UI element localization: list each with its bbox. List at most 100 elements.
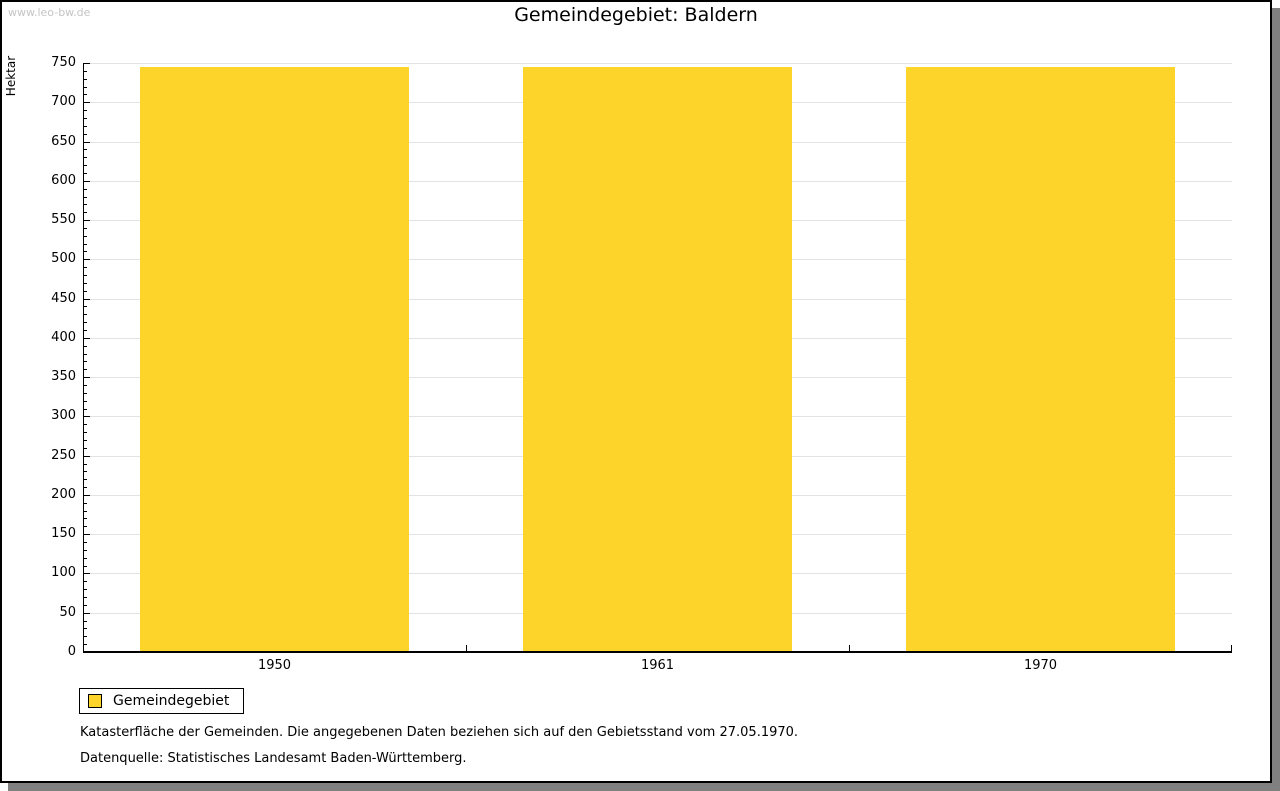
y-minor-tick xyxy=(83,149,87,151)
y-major-tick xyxy=(83,298,90,300)
y-tick-label: 450 xyxy=(51,290,76,306)
y-minor-tick xyxy=(83,172,87,174)
y-minor-tick xyxy=(83,526,87,528)
legend-label: Gemeindegebiet xyxy=(113,693,230,709)
y-minor-tick xyxy=(83,235,87,237)
bar-1961 xyxy=(523,66,792,652)
y-major-tick xyxy=(83,259,90,261)
y-tick-label: 500 xyxy=(51,251,76,267)
y-minor-tick xyxy=(83,636,87,638)
y-minor-tick xyxy=(83,479,87,481)
y-minor-tick xyxy=(83,628,87,630)
y-tick-label: 200 xyxy=(51,486,76,502)
y-minor-tick xyxy=(83,384,87,386)
y-minor-tick xyxy=(83,133,87,135)
y-minor-tick xyxy=(83,424,87,426)
y-axis-line xyxy=(83,63,84,653)
x-axis-end-tick xyxy=(1231,645,1232,652)
bar-1950 xyxy=(140,66,409,652)
y-minor-tick xyxy=(83,78,87,80)
y-minor-tick xyxy=(83,604,87,606)
y-major-tick xyxy=(83,573,90,575)
y-minor-tick xyxy=(83,597,87,599)
y-minor-tick xyxy=(83,502,87,504)
y-tick-label: 250 xyxy=(51,447,76,463)
legend-swatch xyxy=(88,694,102,708)
y-minor-tick xyxy=(83,439,87,441)
y-minor-tick xyxy=(83,542,87,544)
y-minor-tick xyxy=(83,392,87,394)
chart-title: Gemeindegebiet: Baldern xyxy=(514,4,758,26)
y-minor-tick xyxy=(83,557,87,559)
y-minor-tick xyxy=(83,447,87,449)
y-minor-tick xyxy=(83,306,87,308)
y-major-tick xyxy=(83,455,90,457)
footnote-source-note: Katasterfläche der Gemeinden. Die angege… xyxy=(80,725,799,740)
y-tick-label: 0 xyxy=(67,644,76,659)
bar-1970 xyxy=(906,66,1175,652)
y-minor-tick xyxy=(83,110,87,112)
y-minor-tick xyxy=(83,251,87,253)
y-minor-tick xyxy=(83,94,87,96)
y-tick-label: 700 xyxy=(51,94,76,110)
y-major-tick xyxy=(83,377,90,379)
y-minor-tick xyxy=(83,581,87,583)
y-minor-tick xyxy=(83,196,87,198)
footnote-data-source: Datenquelle: Statistisches Landesamt Bad… xyxy=(80,751,467,766)
y-minor-tick xyxy=(83,86,87,88)
watermark: www.leo-bw.de xyxy=(8,6,91,19)
y-minor-tick xyxy=(83,314,87,316)
y-major-tick xyxy=(83,63,90,64)
y-minor-tick xyxy=(83,204,87,206)
y-tick-label: 150 xyxy=(51,526,76,542)
y-minor-tick xyxy=(83,565,87,567)
y-minor-tick xyxy=(83,157,87,159)
y-minor-tick xyxy=(83,518,87,520)
y-minor-tick xyxy=(83,361,87,363)
y-tick-label: 300 xyxy=(51,408,76,424)
y-minor-tick xyxy=(83,165,87,167)
y-minor-tick xyxy=(83,369,87,371)
x-tick-label: 1970 xyxy=(1023,658,1058,673)
y-minor-tick xyxy=(83,589,87,591)
y-minor-tick xyxy=(83,549,87,551)
y-tick-label: 550 xyxy=(51,212,76,228)
y-minor-tick xyxy=(83,267,87,269)
y-tick-label: 650 xyxy=(51,133,76,149)
y-minor-tick xyxy=(83,471,87,473)
y-major-tick xyxy=(83,102,90,104)
y-major-tick xyxy=(83,494,90,496)
y-major-tick xyxy=(83,612,90,614)
y-minor-tick xyxy=(83,400,87,402)
y-minor-tick xyxy=(83,510,87,512)
y-minor-tick xyxy=(83,353,87,355)
y-minor-tick xyxy=(83,227,87,229)
x-tick-label: 1950 xyxy=(257,658,292,673)
y-minor-tick xyxy=(83,432,87,434)
y-tick-label: 100 xyxy=(51,565,76,581)
y-tick-label: 50 xyxy=(59,604,76,620)
y-minor-tick xyxy=(83,330,87,331)
y-tick-label: 600 xyxy=(51,172,76,188)
y-minor-tick xyxy=(83,188,87,190)
y-major-tick xyxy=(83,337,90,339)
x-tick-label: 1961 xyxy=(640,658,675,673)
y-minor-tick xyxy=(83,487,87,489)
y-tick-label: 750 xyxy=(51,55,76,70)
y-major-tick xyxy=(83,141,90,143)
y-major-tick xyxy=(83,180,90,182)
x-axis-line xyxy=(83,651,1232,653)
y-minor-tick xyxy=(83,125,87,127)
y-minor-tick xyxy=(83,620,87,622)
category-boundary-tick xyxy=(849,645,850,652)
y-minor-tick xyxy=(83,70,87,72)
y-minor-tick xyxy=(83,345,87,347)
y-minor-tick xyxy=(83,275,87,277)
y-major-tick xyxy=(83,416,90,418)
y-minor-tick xyxy=(83,212,87,214)
y-minor-tick xyxy=(83,117,87,119)
y-minor-tick xyxy=(83,644,87,646)
y-minor-tick xyxy=(83,408,87,410)
category-boundary-tick xyxy=(466,645,467,652)
